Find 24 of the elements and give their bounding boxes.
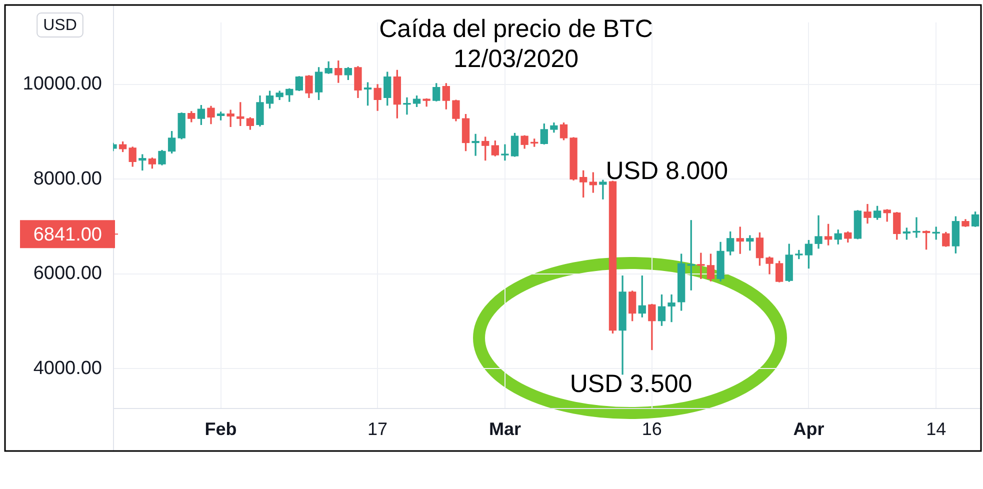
- ref-line-label: 6841.00: [33, 224, 102, 246]
- x-tick-label: 17: [368, 418, 388, 439]
- candlestick: [403, 97, 411, 115]
- chart-title: Caída del precio de BTC: [379, 15, 653, 43]
- candlestick: [501, 144, 509, 161]
- candlestick: [472, 134, 480, 156]
- x-tick-label: 16: [642, 418, 662, 439]
- annotation: USD 3.500: [570, 370, 692, 398]
- y-tick-label: 4000.00: [33, 358, 102, 379]
- candlestick: [668, 294, 676, 322]
- x-tick-label: 14: [926, 418, 946, 439]
- annotation: USD 8.000: [606, 157, 728, 186]
- text: 12/03/2020: [453, 45, 579, 73]
- y-tick-label: 8000.00: [33, 168, 102, 190]
- candlestick: [912, 217, 920, 238]
- y-tick-label: 10000.00: [22, 74, 102, 95]
- y-tick-label: 6000.00: [33, 263, 102, 284]
- candlestick: [599, 180, 607, 200]
- x-tick-label: Feb: [204, 418, 237, 439]
- candlestick: [814, 215, 822, 249]
- candlestick: [697, 252, 705, 280]
- x-tick-label: Mar: [488, 418, 521, 439]
- x-tick-label: Apr: [793, 418, 824, 439]
- y-axis-title: USD: [43, 16, 77, 34]
